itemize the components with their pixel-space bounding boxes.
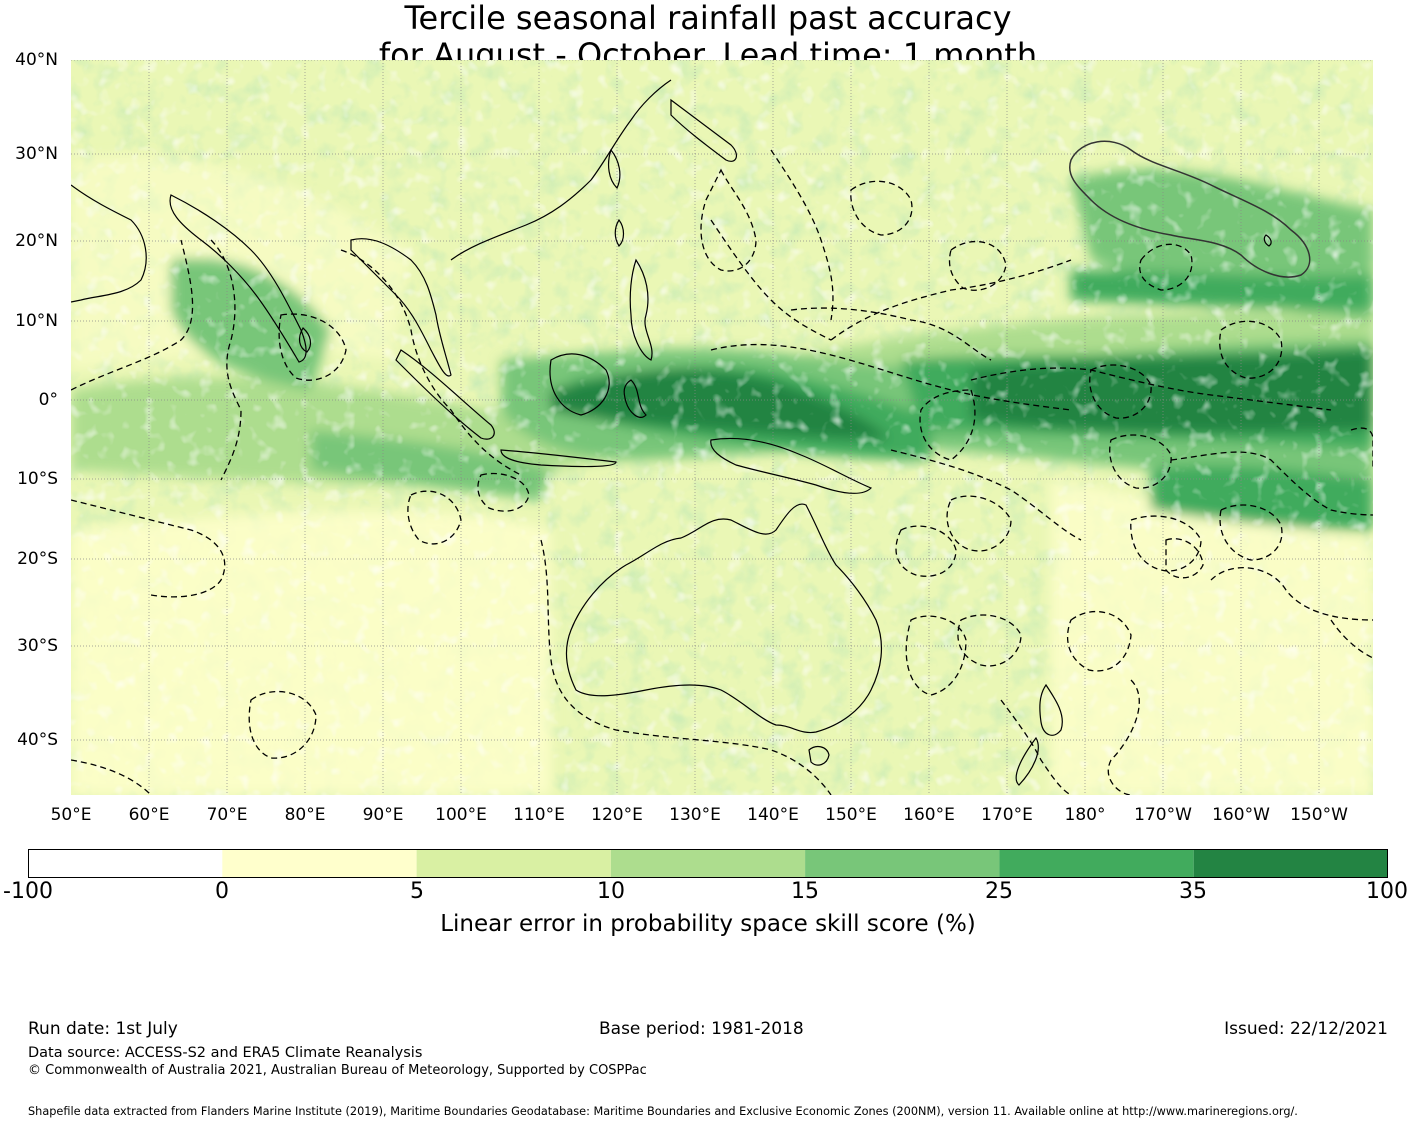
lon-label-60e: 60°E — [128, 805, 170, 825]
lon-label-130e: 130°E — [669, 805, 721, 825]
colorbar-segment — [805, 849, 1000, 878]
colorbar-segment — [999, 849, 1194, 878]
colorbar-segment — [28, 849, 223, 878]
lat-label-30s: 30°S — [17, 636, 58, 656]
colorbar-tick: 5 — [410, 879, 424, 904]
colorbar-tick: 15 — [791, 879, 819, 904]
copyright-notice: © Commonwealth of Australia 2021, Austra… — [28, 1063, 647, 1078]
base-period: Base period: 1981-2018 — [599, 1019, 804, 1039]
lat-label-0: 0° — [38, 390, 58, 410]
rainfall-skill-map — [71, 60, 1373, 795]
lon-label-100e: 100°E — [435, 805, 487, 825]
colorbar-segment — [1193, 849, 1388, 878]
lat-label-10s: 10°S — [17, 469, 58, 489]
data-source: Data source: ACCESS-S2 and ERA5 Climate … — [28, 1045, 423, 1061]
skill-field-white-patches — [71, 60, 1373, 795]
lon-label-170e: 170°E — [981, 805, 1033, 825]
colorbar-segment — [416, 849, 611, 878]
colorbar-outline — [28, 849, 1388, 878]
eez-boundaries — [71, 149, 1373, 795]
run-date: Run date: 1st July — [28, 1019, 178, 1039]
colorbar-segment — [610, 849, 806, 878]
colorbar-tick: -100 — [3, 879, 53, 904]
solid-eez-boundary — [1069, 140, 1311, 278]
lat-label-40s: 40°S — [17, 730, 58, 750]
lat-label-30n: 30°N — [15, 144, 58, 164]
lat-label-40n: 40°N — [15, 50, 58, 70]
map-canvas — [71, 60, 1373, 795]
lat-label-20n: 20°N — [15, 231, 58, 251]
colorbar-segment — [222, 849, 417, 878]
colorbar-label: Linear error in probability space skill … — [440, 911, 976, 937]
lon-label-180: 180° — [1064, 805, 1106, 825]
issued-date: Issued: 22/12/2021 — [1224, 1019, 1388, 1039]
colorbar — [28, 849, 1388, 878]
lon-label-50e: 50°E — [50, 805, 92, 825]
lon-label-70e: 70°E — [206, 805, 248, 825]
lat-label-10n: 10°N — [15, 311, 58, 331]
colorbar-tick: 100 — [1366, 879, 1408, 904]
lon-label-160e: 160°E — [903, 805, 955, 825]
colorbar-tick: 0 — [215, 879, 229, 904]
lon-label-150w: 150°W — [1290, 805, 1348, 825]
lon-label-160w: 160°W — [1212, 805, 1270, 825]
colorbar-tick: 10 — [597, 879, 625, 904]
lon-label-80e: 80°E — [284, 805, 326, 825]
lon-label-140e: 140°E — [747, 805, 799, 825]
lon-label-90e: 90°E — [362, 805, 404, 825]
map-title-line-1: Tercile seasonal rainfall past accuracy — [404, 0, 1012, 37]
lon-label-120e: 120°E — [591, 805, 643, 825]
gridlines — [71, 60, 1373, 795]
colorbar-tick: 35 — [1179, 879, 1207, 904]
lon-label-170w: 170°W — [1134, 805, 1192, 825]
lon-label-150e: 150°E — [825, 805, 877, 825]
lon-label-110e: 110°E — [513, 805, 565, 825]
lat-label-20s: 20°S — [17, 549, 58, 569]
colorbar-tick: 25 — [985, 879, 1013, 904]
shapefile-credit: Shapefile data extracted from Flanders M… — [28, 1105, 1298, 1118]
